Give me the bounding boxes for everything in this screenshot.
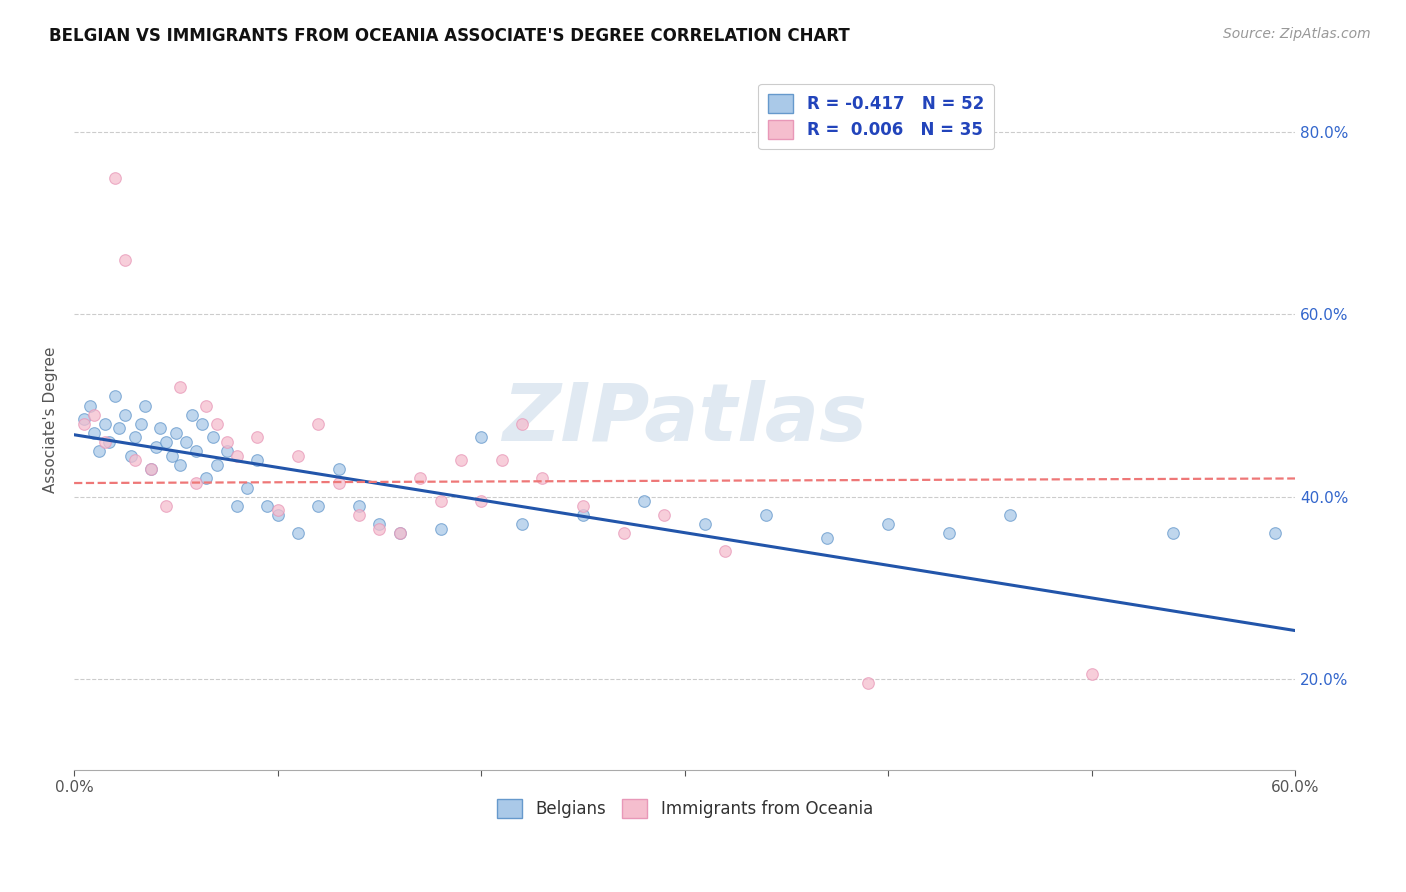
Point bbox=[1163, 526, 1185, 541]
Point bbox=[149, 421, 172, 435]
Point bbox=[368, 516, 391, 531]
Text: ZIPatlas: ZIPatlas bbox=[502, 380, 868, 458]
Point bbox=[160, 449, 183, 463]
Point bbox=[429, 522, 451, 536]
Point bbox=[120, 449, 142, 463]
Point bbox=[124, 453, 146, 467]
Point bbox=[145, 440, 167, 454]
Point bbox=[114, 408, 136, 422]
Point bbox=[633, 494, 655, 508]
Point bbox=[266, 503, 288, 517]
Text: Source: ZipAtlas.com: Source: ZipAtlas.com bbox=[1223, 27, 1371, 41]
Point bbox=[215, 435, 238, 450]
Point bbox=[531, 471, 554, 485]
Point bbox=[510, 417, 533, 431]
Point bbox=[287, 526, 309, 541]
Point bbox=[246, 453, 269, 467]
Point bbox=[388, 526, 411, 541]
Point bbox=[815, 531, 838, 545]
Point bbox=[215, 444, 238, 458]
Point bbox=[938, 526, 960, 541]
Point bbox=[108, 421, 131, 435]
Point bbox=[114, 252, 136, 267]
Point bbox=[79, 399, 101, 413]
Point bbox=[470, 430, 492, 444]
Point bbox=[205, 417, 228, 431]
Point bbox=[97, 435, 120, 450]
Point bbox=[1000, 508, 1022, 522]
Point bbox=[287, 449, 309, 463]
Point bbox=[226, 499, 249, 513]
Point bbox=[695, 516, 717, 531]
Point bbox=[195, 399, 218, 413]
Point bbox=[1081, 667, 1104, 681]
Point bbox=[169, 380, 191, 394]
Point bbox=[328, 476, 350, 491]
Point bbox=[93, 435, 115, 450]
Point bbox=[104, 389, 127, 403]
Point bbox=[141, 462, 163, 476]
Point bbox=[191, 417, 214, 431]
Point bbox=[572, 499, 595, 513]
Point bbox=[266, 508, 288, 522]
Point bbox=[181, 408, 204, 422]
Point bbox=[450, 453, 472, 467]
Point bbox=[307, 499, 329, 513]
Point bbox=[510, 516, 533, 531]
Point bbox=[201, 430, 224, 444]
Text: BELGIAN VS IMMIGRANTS FROM OCEANIA ASSOCIATE'S DEGREE CORRELATION CHART: BELGIAN VS IMMIGRANTS FROM OCEANIA ASSOC… bbox=[49, 27, 851, 45]
Point bbox=[73, 412, 96, 426]
Point bbox=[205, 458, 228, 472]
Point bbox=[195, 471, 218, 485]
Point bbox=[368, 522, 391, 536]
Point bbox=[654, 508, 676, 522]
Point bbox=[429, 494, 451, 508]
Point bbox=[87, 444, 110, 458]
Point bbox=[1264, 526, 1286, 541]
Point bbox=[613, 526, 636, 541]
Point bbox=[491, 453, 513, 467]
Point bbox=[186, 444, 208, 458]
Point bbox=[388, 526, 411, 541]
Point bbox=[141, 462, 163, 476]
Point bbox=[347, 508, 370, 522]
Point bbox=[104, 170, 127, 185]
Point bbox=[186, 476, 208, 491]
Point bbox=[155, 499, 177, 513]
Point bbox=[246, 430, 269, 444]
Y-axis label: Associate's Degree: Associate's Degree bbox=[44, 346, 58, 492]
Legend: Belgians, Immigrants from Oceania: Belgians, Immigrants from Oceania bbox=[489, 792, 880, 825]
Point bbox=[307, 417, 329, 431]
Point bbox=[155, 435, 177, 450]
Point bbox=[226, 449, 249, 463]
Point bbox=[73, 417, 96, 431]
Point bbox=[856, 676, 879, 690]
Point bbox=[470, 494, 492, 508]
Point bbox=[174, 435, 197, 450]
Point bbox=[409, 471, 432, 485]
Point bbox=[83, 425, 105, 440]
Point bbox=[755, 508, 778, 522]
Point bbox=[165, 425, 187, 440]
Point bbox=[169, 458, 191, 472]
Point bbox=[256, 499, 278, 513]
Point bbox=[714, 544, 737, 558]
Point bbox=[328, 462, 350, 476]
Point bbox=[877, 516, 900, 531]
Point bbox=[572, 508, 595, 522]
Point bbox=[129, 417, 152, 431]
Point bbox=[236, 481, 259, 495]
Point bbox=[134, 399, 156, 413]
Point bbox=[347, 499, 370, 513]
Point bbox=[124, 430, 146, 444]
Point bbox=[83, 408, 105, 422]
Point bbox=[93, 417, 115, 431]
